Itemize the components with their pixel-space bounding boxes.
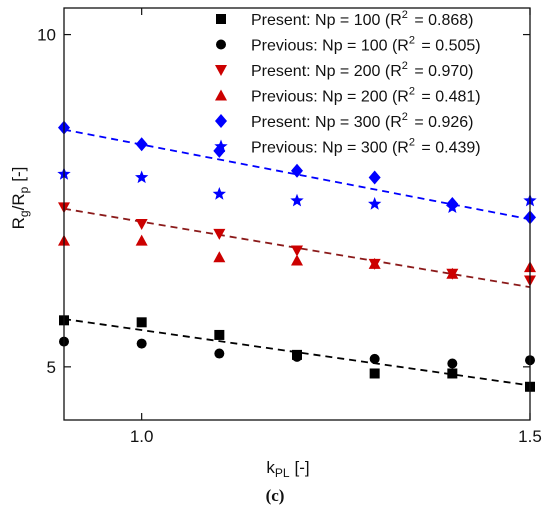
data-point-series-3 <box>213 251 226 263</box>
data-point-series-1 <box>369 353 380 364</box>
x-tick-label: 1.0 <box>130 427 154 446</box>
y-axis-label: Rg/Rp[-] <box>9 167 31 230</box>
data-point-series-0 <box>447 368 458 379</box>
legend-marker-0 <box>216 14 226 24</box>
data-point-series-4 <box>291 163 303 178</box>
legend-marker-2 <box>215 65 227 76</box>
data-point-series-2 <box>213 228 226 240</box>
data-point-series-3 <box>446 267 459 279</box>
x-tick-label: 1.5 <box>518 427 542 446</box>
legend-marker-1 <box>216 39 226 50</box>
data-point-series-0 <box>369 368 380 379</box>
data-marks <box>57 120 537 392</box>
legend-entry-1: Previous: Np = 100 (R2 = 0.505) <box>251 35 481 55</box>
x-axis-label: kPL [-] <box>266 458 309 480</box>
legend-entry-2: Present: Np = 200 (R2 = 0.970) <box>251 60 473 80</box>
y-tick-label: 10 <box>37 26 56 45</box>
legend-entry-5: Previous: Np = 300 (R2 = 0.439) <box>251 137 481 157</box>
data-point-series-4 <box>368 170 381 185</box>
data-point-series-2 <box>135 218 148 230</box>
data-point-series-1 <box>136 338 147 349</box>
data-point-series-0 <box>136 317 147 328</box>
data-point-series-5 <box>212 187 226 200</box>
legend-marker-5 <box>214 139 228 153</box>
axes: 1.0 1.5 5 10 <box>37 7 542 446</box>
legend-entry-4: Present: Np = 300 (R2 = 0.926) <box>251 111 473 131</box>
data-point-series-5 <box>368 197 382 210</box>
data-point-series-3 <box>135 234 148 246</box>
data-point-series-2 <box>291 245 303 257</box>
data-point-series-0 <box>214 329 225 340</box>
legend-marker-3 <box>215 89 227 101</box>
legend-marker-4 <box>215 114 227 128</box>
data-point-series-1 <box>292 351 302 362</box>
data-point-series-5 <box>445 200 459 214</box>
legend-entry-3: Previous: Np = 200 (R2 = 0.481) <box>251 86 481 106</box>
legend-entry-0: Present: Np = 100 (R2 = 0.868) <box>251 9 473 29</box>
data-point-series-5 <box>290 193 304 207</box>
data-point-series-4 <box>135 137 148 152</box>
data-point-series-3 <box>291 254 303 266</box>
y-tick-label: 5 <box>47 358 56 377</box>
fit-line-series-0 <box>63 318 531 387</box>
legend: Present: Np = 100 (R2 = 0.868) Previous: … <box>214 9 481 157</box>
plot-frame <box>63 7 531 421</box>
data-point-series-1 <box>447 358 458 369</box>
panel-label: (c) <box>265 486 285 505</box>
data-point-series-3 <box>368 257 381 269</box>
data-point-series-1 <box>214 348 225 359</box>
data-point-series-5 <box>135 170 149 184</box>
